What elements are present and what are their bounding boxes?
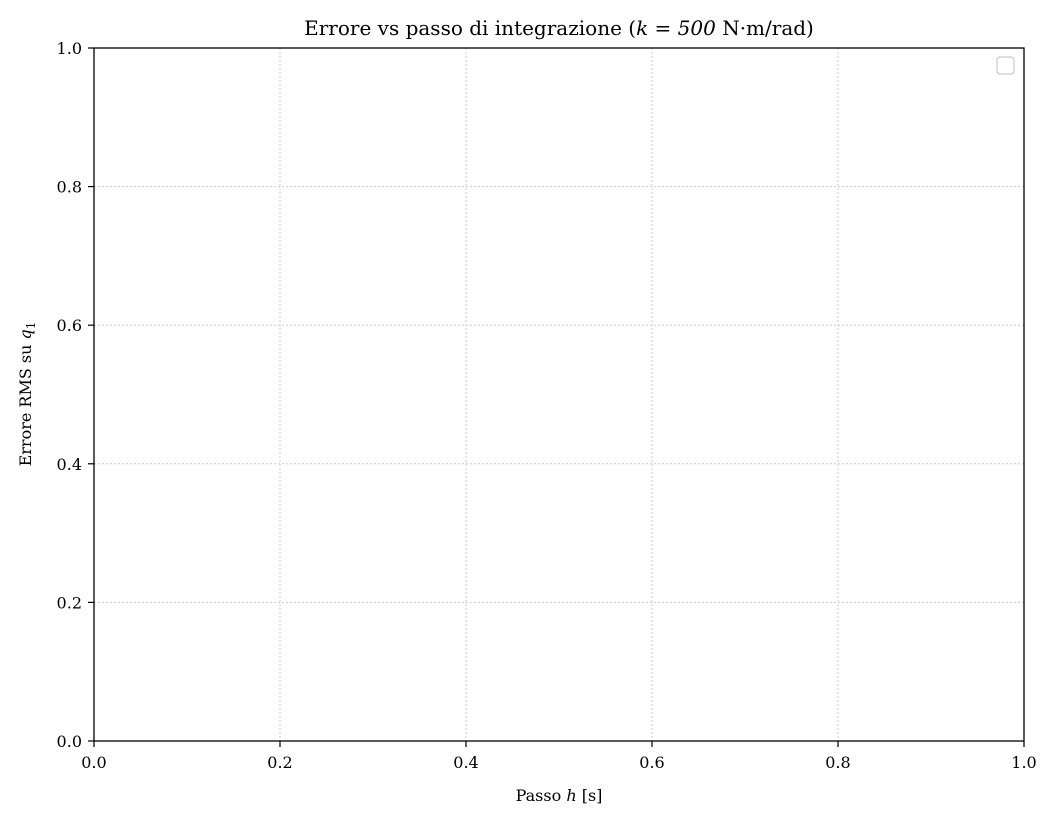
y-tick-label: 0.6 [57, 316, 82, 335]
chart-title-suffix: N·m/rad) [716, 16, 814, 40]
y-axis-label-prefix: Errore RMS su [16, 340, 35, 467]
x-tick-label: 1.0 [1011, 753, 1036, 772]
y-axis-label-math: q [16, 329, 35, 339]
x-tick-label: 0.6 [639, 753, 664, 772]
plot-frame [93, 47, 1025, 742]
x-tick-label: 0.0 [81, 753, 106, 772]
x-tick-label: 0.2 [267, 753, 292, 772]
y-tick-label: 0.2 [57, 593, 82, 612]
x-axis-label-math: h [566, 786, 576, 805]
y-axis-label: Errore RMS su q1 [16, 322, 38, 467]
y-tick-label: 0.8 [57, 178, 82, 197]
y-axis: 0.0 0.2 0.4 0.6 0.8 1.0 [57, 39, 94, 751]
chart-title: Errore vs passo di integrazione (k = 500… [304, 16, 814, 40]
chart-title-math: k = 500 [636, 16, 716, 40]
x-axis-label-prefix: Passo [516, 786, 567, 805]
y-tick-label: 1.0 [57, 39, 82, 58]
y-tick-label: 0.0 [57, 732, 82, 751]
x-axis-label-suffix: [s] [577, 786, 603, 805]
plot-area [94, 48, 1024, 741]
x-tick-label: 0.4 [453, 753, 478, 772]
x-axis-label: Passo h [s] [516, 786, 603, 805]
chart-title-prefix: Errore vs passo di integrazione ( [304, 16, 636, 40]
y-axis-label-math-sub: 1 [24, 322, 38, 330]
grid [94, 48, 1024, 741]
legend-box [996, 56, 1015, 75]
x-tick-label: 0.8 [825, 753, 850, 772]
y-tick-label: 0.4 [57, 455, 82, 474]
x-axis: 0.0 0.2 0.4 0.6 0.8 1.0 [81, 741, 1037, 772]
